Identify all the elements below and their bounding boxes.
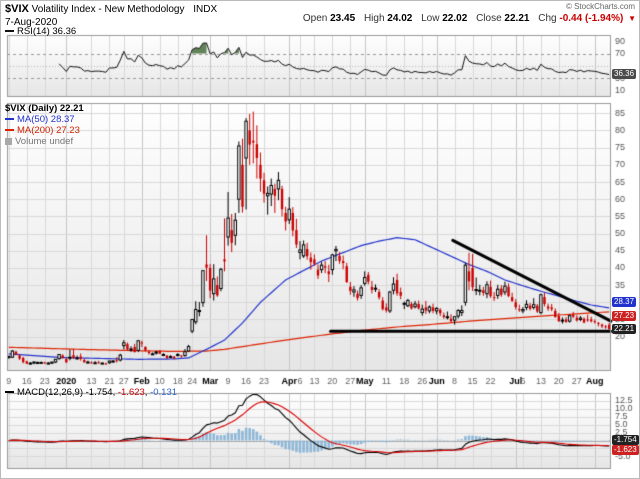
rsi-line-swatch-icon [5, 30, 14, 33]
volume-legend: Volume undef [5, 136, 73, 147]
ma200-legend: MA(200) 27.23 [5, 125, 80, 136]
macd-values: -1.754-1.623-0.131 [86, 387, 177, 398]
chart-title: Volatility Index - New Methodology [31, 4, 185, 15]
volume-swatch-icon [5, 137, 12, 145]
rsi-label: RSI(14) [17, 26, 50, 37]
quote-bar: Open 23.45 High 24.02 Low 22.02 Close 22… [303, 13, 636, 24]
rsi-value: 36.36 [52, 26, 77, 37]
price-legend: $VIX (Daily) 22.21 [5, 103, 84, 114]
change-label: Chg [538, 13, 557, 24]
high-label: High [363, 13, 385, 24]
close-label: Close [476, 13, 502, 24]
price-value: 22.21 [59, 103, 84, 114]
ma200-line-swatch-icon [5, 129, 14, 132]
macd-legend: MACD(12,26,9) -1.754-1.623-0.131 [5, 387, 177, 398]
low-label: Low [421, 13, 440, 24]
macd-label: MACD(12,26,9) [17, 387, 83, 398]
open-value: 23.45 [330, 13, 356, 24]
volume-label: Volume [15, 136, 47, 147]
ma50-legend: MA(50) 28.37 [5, 114, 75, 125]
down-arrow-icon: ▼ [628, 14, 636, 23]
macd-value-3: -0.131 [145, 387, 177, 398]
macd-line-swatch-icon [5, 391, 14, 394]
rsi-value-box: 36.36 [612, 69, 637, 79]
price-label: $VIX (Daily) [5, 103, 58, 114]
high-value: 24.02 [387, 13, 413, 24]
chart-header: $VIX Volatility Index - New Methodology … [5, 3, 217, 15]
chart-date: 7-Aug-2020 [5, 17, 58, 28]
last-price-box: 22.21 [612, 324, 637, 334]
ma200-value: 27.23 [56, 125, 80, 136]
open-label: Open [302, 13, 328, 24]
ma50-line-swatch-icon [5, 118, 14, 121]
ma50-value-box: 28.37 [612, 297, 637, 307]
signal-value-box: -1.623 [612, 445, 639, 455]
ma200-label: MA(200) [17, 125, 54, 136]
change-value: -0.44 (-1.94%) [559, 13, 624, 24]
ma200-value-box: 27.23 [612, 311, 637, 321]
macd-value-2: -1.623 [113, 387, 145, 398]
ma50-value: 28.37 [50, 114, 75, 125]
macd-value-1: -1.754 [85, 387, 113, 398]
symbol-label: $VIX [5, 3, 29, 15]
macd-value-box: -1.754 [612, 435, 639, 445]
low-value: 22.02 [442, 13, 468, 24]
copyright-label: © StockCharts.com [565, 2, 635, 11]
volume-value: undef [49, 136, 74, 147]
exchange-label: INDX [193, 4, 218, 15]
rsi-legend: RSI(14) 36.36 [5, 26, 76, 37]
ma50-label: MA(50) [17, 114, 49, 125]
close-value: 22.21 [504, 13, 530, 24]
